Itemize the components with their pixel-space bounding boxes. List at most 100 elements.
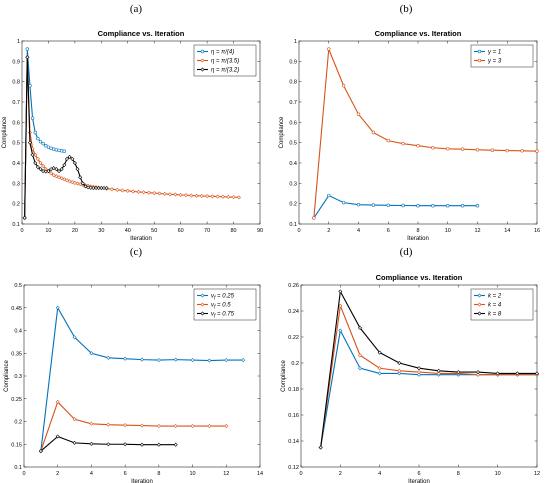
y-axis-label: Compliance xyxy=(4,359,10,391)
data-point xyxy=(215,194,220,199)
data-point xyxy=(173,424,178,429)
data-point xyxy=(173,357,178,362)
data-point xyxy=(99,185,104,191)
y-tick-label: 0.45 xyxy=(11,306,22,312)
data-point xyxy=(436,371,441,376)
data-point xyxy=(56,169,62,174)
legend-label: γ = 3 xyxy=(488,59,502,65)
data-point xyxy=(38,449,43,454)
legend-label: k = 8 xyxy=(488,312,502,318)
legend-box xyxy=(470,288,534,321)
data-point xyxy=(210,194,215,199)
data-point xyxy=(41,169,46,174)
data-point xyxy=(431,204,435,208)
y-tick-label: 0.3 xyxy=(289,181,297,187)
data-point xyxy=(534,371,540,376)
data-point xyxy=(104,185,109,191)
data-point xyxy=(178,192,183,197)
legend-label: k = 4 xyxy=(488,303,502,309)
data-point xyxy=(401,203,405,208)
x-tick-label: 4 xyxy=(378,471,381,477)
data-point xyxy=(199,193,204,198)
data-point xyxy=(106,422,111,427)
chart-panel-c: 0 2 4 6 8 10 12 14 0.1 0.15 0.2 0.25 0.3 0.35 0.4 0.45 0… xyxy=(4,283,263,483)
x-tick-label: 14 xyxy=(257,471,263,477)
x-tick-label: 80 xyxy=(230,228,236,234)
data-point xyxy=(386,138,390,143)
x-axis-label: Iteration xyxy=(130,236,152,242)
data-point xyxy=(72,180,77,185)
data-point xyxy=(460,147,465,151)
data-point xyxy=(475,204,480,208)
data-point xyxy=(152,191,157,196)
data-point xyxy=(54,167,59,172)
y-tick-label: 0.4 xyxy=(14,329,22,335)
data-point xyxy=(431,146,435,150)
legend-swatch-marker xyxy=(200,302,205,307)
data-point xyxy=(475,372,481,377)
legend-box xyxy=(193,44,257,77)
data-point xyxy=(377,350,382,355)
x-tick-label: 6 xyxy=(417,471,420,477)
data-point xyxy=(57,148,61,153)
y-tick-label: 0.2 xyxy=(289,202,297,208)
y-tick-label: 0.6 xyxy=(289,120,297,126)
data-point xyxy=(139,442,145,447)
data-point xyxy=(59,167,64,172)
x-tick-label: 10 xyxy=(445,228,451,234)
series-line-2 xyxy=(313,48,538,218)
data-point xyxy=(44,144,48,148)
x-tick-label: 0 xyxy=(297,228,300,234)
data-point xyxy=(173,192,178,197)
data-point xyxy=(416,366,422,371)
data-point xyxy=(52,147,56,151)
x-tick-label: 2 xyxy=(339,471,342,477)
data-point xyxy=(38,160,43,166)
y-tick-label: 0.1 xyxy=(289,222,297,228)
data-point xyxy=(386,203,390,207)
legend-swatch-marker xyxy=(477,49,482,54)
data-point xyxy=(25,55,30,60)
data-point xyxy=(327,193,331,198)
data-point xyxy=(205,194,210,199)
x-tick-label: 20 xyxy=(72,228,78,234)
data-point xyxy=(318,445,323,450)
data-point xyxy=(22,215,27,220)
data-point xyxy=(64,178,69,183)
data-point xyxy=(33,130,37,135)
y-axis-label: Compliance xyxy=(2,116,8,148)
y-tick-label: 0.5 xyxy=(14,283,22,289)
chart-title: Compliance vs. Iteration xyxy=(376,273,463,282)
x-axis-label: Iteration xyxy=(408,479,430,483)
y-tick-label: 0.24 xyxy=(288,309,299,315)
data-point xyxy=(25,47,29,51)
data-point xyxy=(106,442,111,447)
data-point xyxy=(67,154,72,159)
y-tick-label: 0.5 xyxy=(12,141,20,147)
data-point xyxy=(72,440,77,445)
data-point xyxy=(168,192,173,197)
data-point xyxy=(371,203,376,207)
y-tick-label: 1 xyxy=(294,39,297,45)
data-point xyxy=(460,204,465,208)
legend-label: vf = 0.25 xyxy=(211,294,235,302)
data-point xyxy=(357,366,363,371)
legend: γ = 1 γ = 3 xyxy=(470,44,534,68)
chart-panel-b: Compliance vs. Iteration 0 2 4 6 8 10 12 14 16 0.1… xyxy=(279,29,540,242)
data-point xyxy=(131,189,136,194)
x-tick-label: 2 xyxy=(56,471,59,477)
data-point xyxy=(190,424,195,429)
y-tick-label: 0.18 xyxy=(288,387,299,393)
data-point xyxy=(475,370,481,375)
data-point xyxy=(72,417,77,422)
data-point xyxy=(515,371,520,376)
data-point xyxy=(141,190,146,195)
data-point xyxy=(59,176,64,181)
chart-panel-a: Compliance vs. Iteration 0 10 20 30 40 50 60 70 8… xyxy=(2,29,263,242)
data-point xyxy=(338,328,343,333)
data-point xyxy=(64,156,69,161)
legend-label: vf = 0.75 xyxy=(211,312,235,320)
data-point xyxy=(88,185,93,190)
data-point xyxy=(75,167,80,172)
